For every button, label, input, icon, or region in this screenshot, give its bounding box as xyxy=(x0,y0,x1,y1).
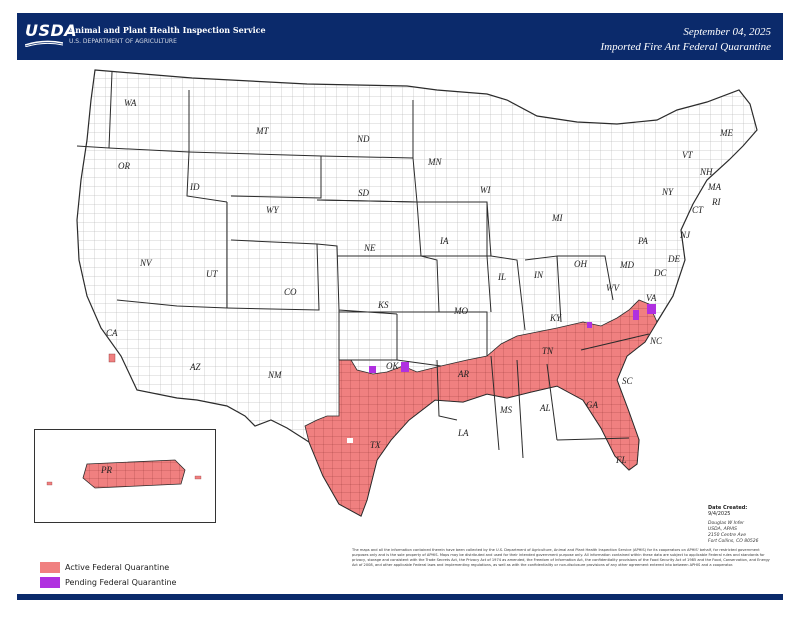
active-swatch xyxy=(40,562,60,573)
state-label-ma: MA xyxy=(708,182,721,192)
state-label-ms: MS xyxy=(500,405,512,415)
author-address: 2150 Centre Ave xyxy=(708,533,746,538)
active-quarantine-region xyxy=(108,299,658,517)
state-label-nd: ND xyxy=(357,134,370,144)
state-label-nc: NC xyxy=(650,336,663,346)
header-banner: USDA Animal and Plant Health Inspection … xyxy=(17,13,783,60)
ca-quarantine-spot xyxy=(108,353,116,363)
state-label-mt: MT xyxy=(256,126,269,136)
state-label-az: AZ xyxy=(190,362,201,372)
state-label-tn: TN xyxy=(542,346,554,356)
state-label-ga: GA xyxy=(586,400,598,410)
state-label-nm: NM xyxy=(268,370,282,380)
state-label-il: IL xyxy=(498,272,507,282)
state-label-ut: UT xyxy=(206,269,218,279)
pending-area-ok-east xyxy=(401,362,409,372)
state-label-va: VA xyxy=(646,293,657,303)
state-label-tx: TX xyxy=(370,440,381,450)
state-label-vt: VT xyxy=(682,150,693,160)
state-label-la: LA xyxy=(458,428,469,438)
state-label-de: DE xyxy=(668,254,680,264)
state-label-oh: OH xyxy=(574,259,587,269)
state-label-sd: SD xyxy=(358,188,369,198)
puerto-rico-map xyxy=(46,459,202,489)
state-label-ia: IA xyxy=(440,236,449,246)
us-quarantine-map xyxy=(76,69,758,517)
pending-area-va-east xyxy=(647,304,656,314)
date-created-block: Date Created: 9/4/2025 xyxy=(708,505,747,517)
legend-label-active: Active Federal Quarantine xyxy=(65,563,170,572)
map-title: Imported Fire Ant Federal Quarantine xyxy=(600,41,771,53)
pending-area-ok-west xyxy=(369,366,376,373)
state-label-md: MD xyxy=(620,260,634,270)
state-label-nv: NV xyxy=(140,258,152,268)
state-label-fl: FL xyxy=(616,455,627,465)
footer-bar xyxy=(17,594,783,600)
date-created-value: 9/4/2025 xyxy=(708,511,731,517)
state-label-nh: NH xyxy=(700,167,713,177)
legend-label-pending: Pending Federal Quarantine xyxy=(65,578,177,587)
state-label-ks: KS xyxy=(378,300,389,310)
pending-swatch xyxy=(40,577,60,588)
state-label-mn: MN xyxy=(428,157,442,167)
state-label-in: IN xyxy=(534,270,543,280)
state-label-mo: MO xyxy=(454,306,468,316)
state-label-wa: WA xyxy=(124,98,137,108)
state-label-ok: OK xyxy=(386,361,399,371)
puerto-rico-inset: PR xyxy=(34,429,216,523)
author-block: Douglas W Infer USDA, APHIS 2150 Centre … xyxy=(708,521,759,545)
author-org: USDA, APHIS xyxy=(708,527,737,532)
pending-quarantine-areas xyxy=(369,304,656,373)
legend-item-pending: Pending Federal Quarantine xyxy=(40,575,176,590)
state-label-nj: NJ xyxy=(680,230,690,240)
tx-unquarantined-patch xyxy=(367,510,374,516)
state-label-ri: RI xyxy=(712,197,721,207)
usda-logo: USDA xyxy=(25,21,78,40)
pending-area-va-west xyxy=(633,310,639,320)
state-label-co: CO xyxy=(284,287,297,297)
state-label-dc: DC xyxy=(654,268,667,278)
state-label-mi: MI xyxy=(552,213,563,223)
state-label-wi: WI xyxy=(480,185,491,195)
state-borders xyxy=(76,71,650,459)
disclaimer-text: The maps and all the information contain… xyxy=(352,548,770,567)
author-city: Fort Collins, CO 80526 xyxy=(708,539,759,544)
state-label-ky: KY xyxy=(550,313,562,323)
map-date: September 04, 2025 xyxy=(683,26,771,38)
pending-area-tn xyxy=(587,322,592,328)
state-label-pr: PR xyxy=(101,465,112,475)
state-label-wy: WY xyxy=(266,205,279,215)
agency-name: Animal and Plant Health Inspection Servi… xyxy=(69,25,266,35)
legend-item-active: Active Federal Quarantine xyxy=(40,560,176,575)
state-label-or: OR xyxy=(118,161,130,171)
usda-logo-swoosh-icon xyxy=(25,40,63,47)
state-label-al: AL xyxy=(540,403,551,413)
state-label-me: ME xyxy=(720,128,733,138)
tx-unquarantined-patch xyxy=(347,438,353,443)
agency-subtitle: U.S. DEPARTMENT OF AGRICULTURE xyxy=(69,38,177,45)
state-label-ct: CT xyxy=(692,205,704,215)
state-label-ar: AR xyxy=(458,369,469,379)
state-label-sc: SC xyxy=(622,376,633,386)
state-label-wv: WV xyxy=(606,283,619,293)
state-label-ny: NY xyxy=(662,187,674,197)
date-created-label: Date Created: xyxy=(708,505,748,511)
author-name: Douglas W Infer xyxy=(708,521,744,526)
state-label-ne: NE xyxy=(364,243,376,253)
state-label-pa: PA xyxy=(638,236,648,246)
state-label-id: ID xyxy=(190,182,200,192)
state-label-ca: CA xyxy=(106,328,118,338)
legend: Active Federal Quarantine Pending Federa… xyxy=(40,560,176,590)
